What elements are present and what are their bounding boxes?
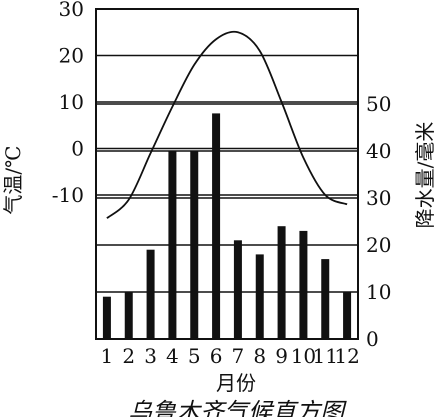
precip-bar-month-1 <box>102 296 111 339</box>
right-axis-title: 降水量/毫米 <box>413 122 437 229</box>
plot-frame <box>95 8 359 340</box>
right-tick-label: 40 <box>366 139 391 163</box>
right-tick-label: 30 <box>366 186 391 210</box>
x-tick-label: 1 <box>101 344 114 368</box>
x-tick-label: 9 <box>275 344 288 368</box>
x-tick-label: 4 <box>166 344 179 368</box>
right-tick-label: 20 <box>366 233 391 257</box>
x-tick-label: 3 <box>144 344 157 368</box>
x-tick-label: 8 <box>253 344 266 368</box>
precip-bar-month-7 <box>233 240 242 339</box>
left-tick-label: 10 <box>59 90 84 114</box>
x-tick-label: 10 <box>291 344 316 368</box>
left-tick-label: 20 <box>59 44 84 68</box>
precip-bar-month-2 <box>124 292 133 339</box>
x-tick-label: 11 <box>313 344 338 368</box>
temperature-line <box>106 30 348 219</box>
x-tick-label: 6 <box>210 344 223 368</box>
temperature-line-group <box>106 30 348 219</box>
right-tick-label: 10 <box>366 280 391 304</box>
left-tick-label: 0 <box>71 137 84 161</box>
x-tick-label: 5 <box>188 344 201 368</box>
right-axis-ticks: 50 40 30 20 10 0 <box>366 92 391 351</box>
right-tick-label: 50 <box>366 92 391 116</box>
precip-bar-month-6 <box>212 113 221 340</box>
precip-bar-month-8 <box>255 254 264 339</box>
left-axis-title: 气温/℃ <box>1 145 25 214</box>
precip-bar-month-5 <box>190 151 199 339</box>
precip-bar-month-4 <box>168 151 177 339</box>
x-tick-label: 2 <box>122 344 135 368</box>
precip-bar-month-10 <box>299 230 308 339</box>
left-tick-label: 30 <box>59 0 84 21</box>
chart-caption: 乌鲁木齐气候直方图 <box>128 398 347 417</box>
left-tick-label: -10 <box>52 183 84 207</box>
precip-bar-month-11 <box>321 259 330 339</box>
gridlines <box>96 54 358 293</box>
precip-bar-month-3 <box>146 249 155 339</box>
left-axis-ticks: 30 20 10 0 -10 <box>52 0 84 207</box>
x-tick-label: 7 <box>232 344 245 368</box>
x-axis-title: 月份 <box>216 371 256 395</box>
precip-bar-month-12 <box>343 292 352 339</box>
precip-bar-month-9 <box>277 226 286 339</box>
precipitation-bars <box>102 113 352 340</box>
x-tick-label: 12 <box>334 344 359 368</box>
right-tick-label: 0 <box>366 327 379 351</box>
